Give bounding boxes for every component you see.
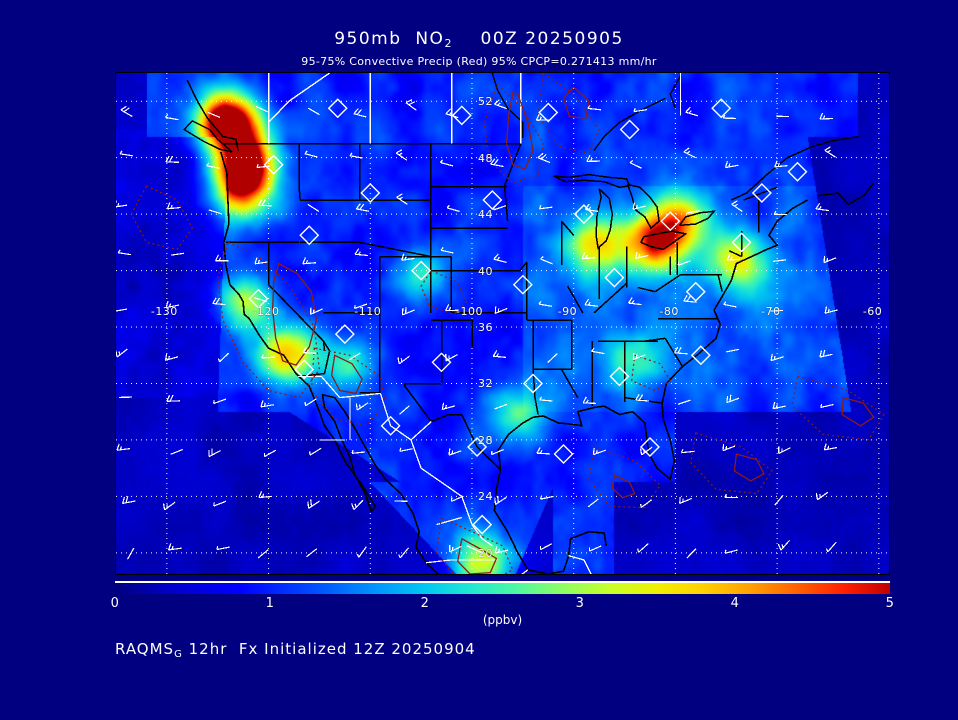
colorbar-tick-label: 4	[730, 596, 740, 611]
footer-model-subscript: G	[174, 649, 183, 660]
wind-barb-layer	[116, 99, 838, 560]
station-marker-layer	[248, 98, 808, 535]
footer-detail: 12hr Fx Initialized 12Z 20250904	[182, 640, 476, 658]
lat-label: 28	[477, 433, 493, 447]
lat-label: 48	[477, 151, 493, 165]
precip-contour	[562, 86, 590, 119]
precip-contour	[733, 453, 765, 482]
lat-label: 52	[477, 95, 493, 109]
colorbar-tick-label: 5	[885, 596, 895, 611]
lat-label: 32	[477, 377, 493, 391]
colorbar-tick-label: 3	[575, 596, 585, 611]
map-plot-area	[115, 72, 890, 575]
colorbar-tick-label: 2	[420, 596, 430, 611]
lon-label: -100	[455, 305, 483, 319]
lon-label: -130	[150, 305, 178, 319]
precip-contour	[588, 446, 661, 509]
precip-contour	[791, 375, 885, 441]
lat-label: 24	[477, 490, 493, 504]
lon-label: -70	[761, 305, 781, 319]
figure-title: 950mb NO2 00Z 20250905	[0, 29, 958, 50]
precip-contour	[457, 537, 498, 574]
precip-contour	[217, 241, 321, 399]
lat-label: 40	[477, 264, 493, 278]
figure-subtitle: 95-75% Convective Precip (Red) 95% CPCP=…	[301, 55, 657, 68]
colorbar-tick-label: 1	[265, 596, 275, 611]
title-subscript: 2	[444, 37, 453, 50]
title-main-text: 950mb NO	[334, 29, 445, 49]
graticule	[116, 73, 889, 574]
precip-contour	[483, 83, 544, 184]
precip-contour	[841, 396, 875, 427]
precip-contour	[420, 269, 468, 315]
map-overlay-layer	[116, 73, 889, 574]
figure-footer: RAQMSG 12hr Fx Initialized 12Z 20250904	[115, 640, 476, 660]
colorbar-container: 0 1 2 3 4 5 (ppbv)	[111, 581, 894, 627]
precip-contour	[130, 185, 194, 251]
lat-label: 44	[477, 208, 493, 222]
precip-contour	[611, 474, 636, 499]
lon-label: -120	[252, 305, 280, 319]
lon-label: -90	[557, 305, 578, 319]
lon-label: -80	[659, 305, 679, 319]
lat-label: 36	[477, 321, 493, 335]
colorbar-gradient	[115, 581, 890, 594]
no2-concentration-field	[116, 73, 889, 574]
precip-contour	[330, 354, 363, 395]
precip-contour	[271, 262, 318, 366]
precip-contour	[435, 516, 514, 574]
colorbar-units-label: (ppbv)	[482, 613, 523, 627]
precip-contour	[631, 354, 672, 392]
lon-label: -60	[862, 305, 883, 319]
lat-label: 20	[477, 546, 493, 560]
precip-contour	[310, 347, 387, 427]
colorbar-tick-label: 0	[110, 596, 120, 611]
precip-contour	[505, 91, 534, 170]
lon-label: -110	[354, 305, 382, 319]
precip-contour	[690, 432, 773, 495]
footer-model: RAQMS	[115, 640, 175, 658]
title-time: 00Z 20250905	[452, 29, 624, 49]
